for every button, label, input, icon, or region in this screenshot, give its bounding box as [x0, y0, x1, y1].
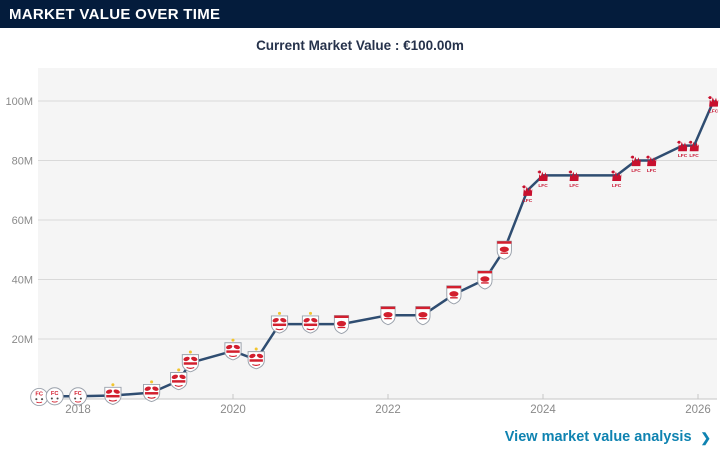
leipzig-crest-icon[interactable]	[380, 305, 396, 326]
x-axis-label: 2018	[65, 404, 91, 416]
view-analysis-label: View market value analysis	[504, 429, 692, 445]
plot-area	[38, 68, 717, 399]
leipzig-crest-icon[interactable]	[415, 305, 431, 326]
x-axis-label: 2024	[530, 404, 556, 416]
liefering-crest-icon[interactable]	[45, 387, 64, 406]
y-axis-label: 20M	[12, 334, 33, 346]
y-axis-label: 60M	[12, 215, 33, 227]
current-market-value: Current Market Value : €100.00m	[256, 38, 464, 53]
liefering-crest-icon[interactable]	[30, 387, 49, 407]
y-axis-label: 100M	[5, 96, 33, 108]
leipzig-crest-icon[interactable]	[446, 285, 462, 305]
panel-header: MARKET VALUE OVER TIME	[0, 0, 720, 28]
chevron-right-icon: ❯	[700, 431, 711, 445]
x-axis-label: 2022	[375, 404, 401, 416]
y-axis-label: 40M	[12, 275, 33, 287]
x-axis-label: 2020	[220, 404, 246, 416]
panel-title: MARKET VALUE OVER TIME	[9, 5, 221, 23]
view-analysis-link[interactable]: View market value analysis ❯	[505, 429, 711, 445]
x-axis-label: 2026	[685, 404, 711, 416]
liverpool-crest-icon[interactable]	[707, 96, 719, 115]
leipzig-crest-icon[interactable]	[477, 270, 493, 290]
leipzig-crest-icon[interactable]	[333, 314, 350, 335]
y-axis-label: 80M	[12, 156, 33, 168]
liefering-crest-icon[interactable]	[68, 387, 88, 406]
leipzig-crest-icon[interactable]	[496, 240, 513, 260]
